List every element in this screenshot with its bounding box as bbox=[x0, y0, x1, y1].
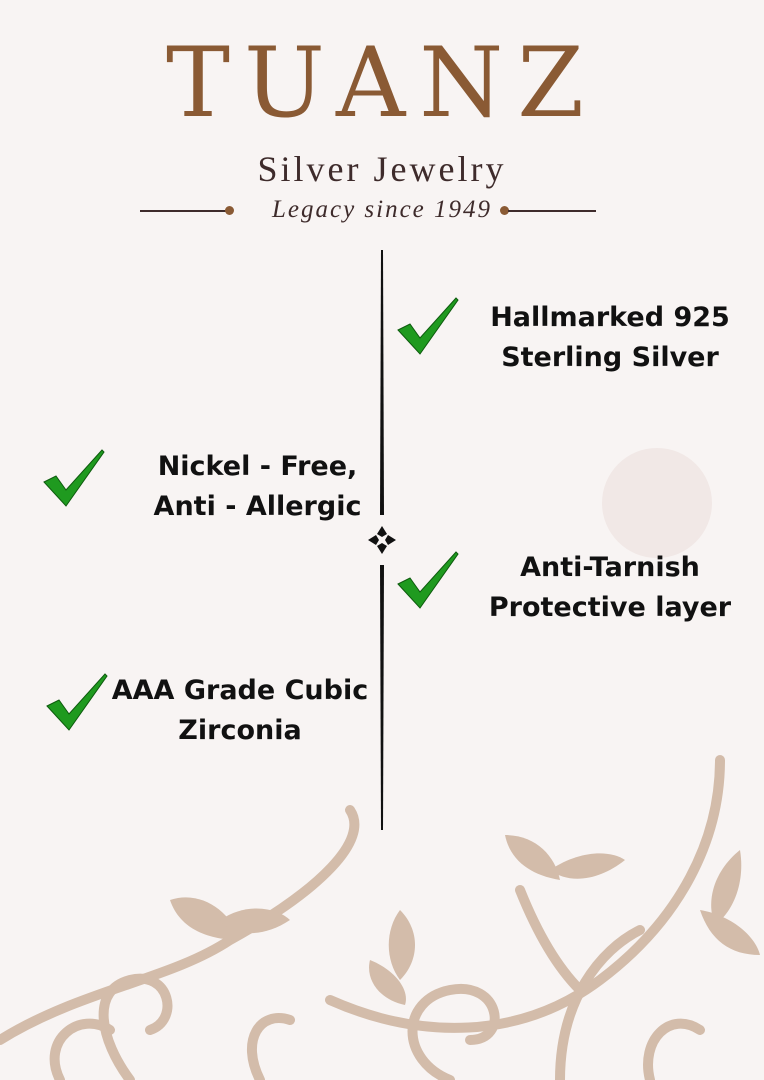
feature-line: Hallmarked 925 bbox=[490, 302, 730, 333]
feature-nickel-free: Nickel - Free, Anti - Allergic bbox=[110, 447, 405, 527]
feature-hallmarked: Hallmarked 925 Sterling Silver bbox=[480, 298, 740, 378]
center-divider-ornament bbox=[368, 250, 396, 830]
feature-line: Nickel - Free, bbox=[157, 451, 358, 482]
feature-line: AAA Grade Cubic bbox=[111, 675, 369, 706]
feature-anti-tarnish: Anti-Tarnish Protective layer bbox=[480, 548, 740, 628]
divider-dot-left bbox=[225, 206, 234, 215]
cross-ornament-icon bbox=[368, 526, 396, 554]
brand-logo: TUANZ bbox=[165, 27, 598, 139]
check-icon bbox=[46, 673, 108, 731]
brand-subtitle: Silver Jewelry bbox=[257, 149, 507, 189]
decorative-circle bbox=[602, 448, 712, 558]
feature-line: Anti-Tarnish bbox=[520, 552, 700, 583]
divider-right bbox=[508, 210, 596, 212]
divider-left bbox=[140, 210, 230, 212]
feature-line: Anti - Allergic bbox=[153, 491, 362, 522]
check-icon bbox=[397, 551, 459, 609]
feature-line: Protective layer bbox=[488, 592, 732, 623]
divider-dot-right bbox=[500, 206, 509, 215]
feature-line: Sterling Silver bbox=[501, 342, 719, 373]
check-icon bbox=[43, 449, 105, 507]
brand-tagline: Legacy since 1949 bbox=[271, 196, 493, 223]
check-icon bbox=[397, 297, 459, 355]
vine-decoration bbox=[0, 755, 760, 1080]
feature-aaa-zirconia: AAA Grade Cubic Zirconia bbox=[110, 671, 370, 751]
feature-line: Zirconia bbox=[178, 715, 302, 746]
